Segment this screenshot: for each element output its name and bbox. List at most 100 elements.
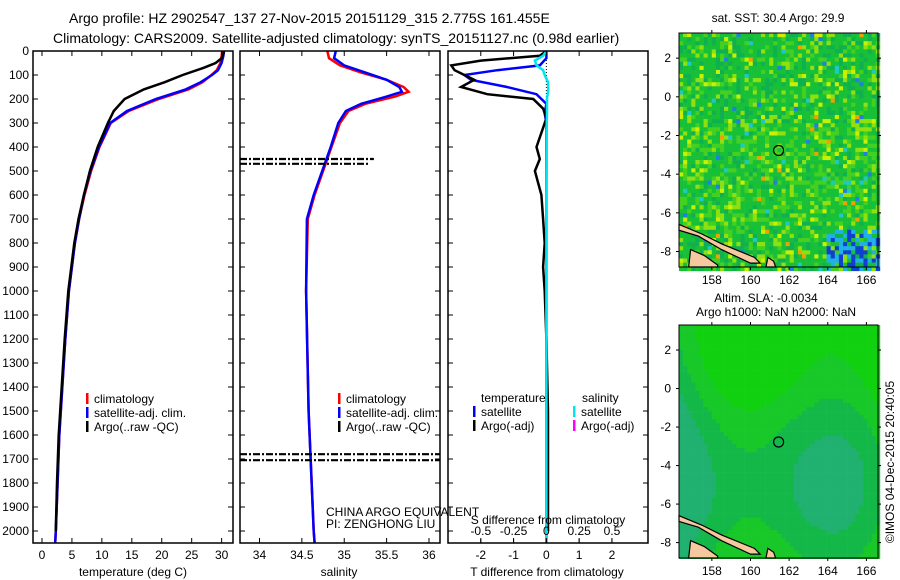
map-cell (834, 197, 840, 202)
map-cell (781, 221, 786, 226)
map-cell (736, 115, 741, 120)
map-cell (699, 419, 704, 424)
map-cell (752, 115, 758, 120)
map-cell (695, 217, 700, 222)
map-cell (695, 378, 700, 383)
map-cell (765, 180, 770, 185)
map-cell (728, 258, 733, 263)
map-cell (679, 238, 684, 243)
map-cell (855, 382, 860, 387)
map-cell (695, 57, 700, 62)
map-cell (830, 448, 836, 453)
map-cell (867, 110, 872, 116)
map-cell (715, 37, 721, 42)
map-cell (781, 160, 786, 165)
map-cell (867, 37, 872, 42)
map-cell (847, 172, 852, 177)
map-cell (797, 337, 803, 342)
map-cell (802, 74, 807, 79)
map-cell (806, 53, 811, 58)
map-cell (683, 398, 688, 404)
map-cell (724, 238, 729, 243)
map-cell (863, 213, 868, 218)
map-cell (691, 33, 696, 38)
map-cell (769, 61, 774, 67)
map-cell (773, 423, 778, 428)
map-cell (695, 480, 700, 486)
map-cell (843, 407, 848, 412)
map-cell (752, 345, 758, 350)
map-cell (830, 329, 836, 334)
map-cell (707, 476, 713, 482)
map-cell (838, 176, 844, 181)
map-cell (711, 94, 717, 99)
map-cell (871, 176, 877, 181)
map-cell (748, 419, 754, 424)
map-cell (781, 423, 786, 428)
map-cell (859, 357, 864, 363)
map-cell (797, 452, 803, 457)
map-cell (740, 139, 745, 144)
map-cell (724, 225, 729, 231)
map-cell (810, 201, 815, 206)
map-cell (715, 168, 721, 173)
map-cell (748, 325, 754, 330)
map-cell (781, 90, 786, 95)
map-cell (781, 258, 786, 263)
map-cell (830, 476, 836, 482)
map-cell (765, 188, 770, 194)
map-cell (699, 329, 704, 334)
map-cell (830, 143, 836, 149)
map-cell (683, 353, 688, 359)
map-cell (736, 246, 741, 251)
map-cell (724, 423, 729, 428)
map-cell (789, 460, 795, 465)
map-cell (814, 57, 819, 62)
map-cell (818, 33, 823, 38)
x-tick-label: 15 (125, 548, 139, 562)
map-cell (756, 209, 762, 214)
map-cell (789, 90, 795, 95)
map-cell (711, 221, 717, 226)
map-cell (773, 49, 778, 54)
map-cell (789, 390, 795, 395)
map-cell (843, 423, 848, 428)
map-cell (789, 229, 795, 235)
map-cell (834, 374, 840, 379)
map-cell (777, 188, 782, 194)
map-cell (797, 65, 803, 71)
map-cell (732, 415, 737, 420)
map-cell (859, 221, 864, 226)
map-cell (773, 254, 778, 259)
map-cell (740, 345, 745, 350)
map-cell (707, 53, 713, 58)
map-cell (810, 45, 815, 50)
map-cell (847, 213, 852, 218)
map-cell (789, 250, 795, 255)
map-cell (826, 402, 831, 408)
map-cell (859, 242, 864, 247)
map-cell (810, 221, 815, 226)
map-cell (814, 382, 819, 387)
map-cell (752, 119, 758, 124)
map-cell (826, 45, 831, 50)
map-cell (867, 49, 872, 54)
map-cell (826, 78, 831, 83)
map-cell (810, 180, 815, 185)
map-cell (683, 213, 688, 218)
map-cell (761, 448, 766, 453)
map-cell (720, 480, 725, 486)
map-cell (867, 345, 872, 350)
map-cell (838, 423, 844, 428)
depth-tick-label: 0 (22, 44, 29, 58)
map-cell (732, 57, 737, 62)
map-cell (777, 78, 782, 83)
map-cell (838, 439, 844, 445)
map-cell (863, 254, 868, 259)
map-cell (838, 262, 844, 267)
map-cell (679, 394, 684, 400)
map-cell (859, 86, 864, 91)
map-cell (724, 382, 729, 387)
map-cell (732, 143, 737, 149)
map-cell (761, 337, 766, 342)
